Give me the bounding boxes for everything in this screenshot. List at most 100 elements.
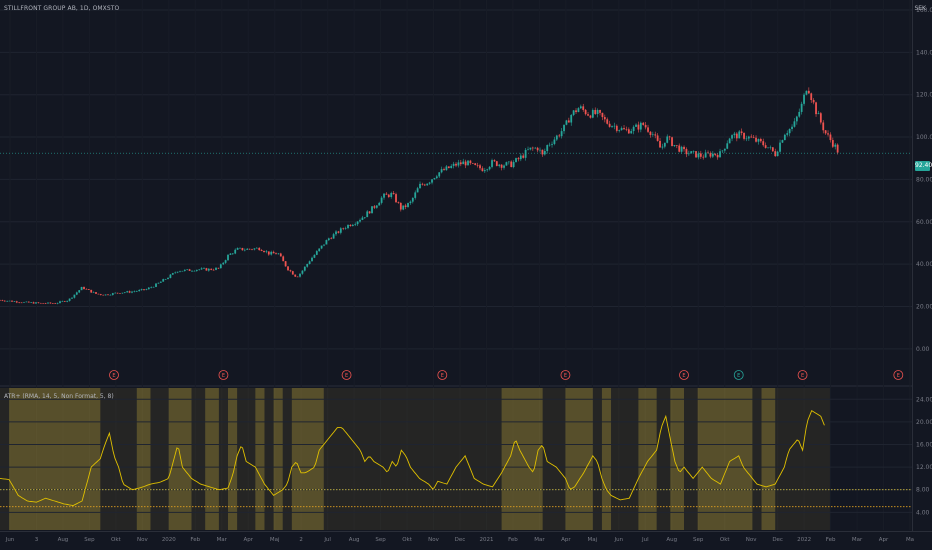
candle-body	[95, 292, 97, 294]
time-tick-label: Nov	[428, 537, 439, 543]
candle-body	[402, 205, 405, 210]
candle-body	[279, 253, 282, 257]
price-tick-label: 80.00	[916, 176, 932, 183]
candle-body	[486, 169, 489, 171]
candle-body	[193, 270, 196, 272]
earnings-marker	[341, 370, 352, 380]
candle-body	[531, 147, 534, 149]
candle-body	[507, 161, 510, 163]
candle-body	[342, 228, 345, 229]
candle-body	[140, 289, 143, 290]
indicator-title: ATR+ (RMA, 14, 5, Non Format, 5, 8)	[4, 393, 114, 400]
candle-body	[205, 268, 208, 271]
earnings-marker	[893, 370, 904, 380]
candle-body	[272, 251, 275, 254]
candle-body	[783, 134, 786, 141]
candle-body	[426, 183, 429, 186]
candle-body	[779, 142, 781, 152]
candle-body	[805, 90, 808, 95]
candle-body	[522, 155, 525, 158]
time-tick-label: Okt	[402, 537, 413, 543]
candle-body	[337, 231, 340, 233]
candle-body	[575, 110, 577, 113]
candle-body	[404, 205, 407, 207]
candle-body	[603, 117, 606, 120]
candle-body	[423, 184, 426, 186]
candle-body	[20, 302, 23, 304]
candle-body	[791, 126, 793, 130]
candle-body	[371, 206, 373, 214]
candle-body	[78, 290, 81, 293]
candle-body	[699, 153, 702, 157]
candle-body	[625, 129, 628, 130]
candle-body	[587, 114, 589, 116]
candle-body	[541, 149, 544, 155]
candle-body	[731, 135, 733, 139]
candle-body	[666, 136, 669, 143]
candle-body	[116, 292, 119, 294]
candle-body	[227, 254, 229, 261]
candle-body	[435, 176, 438, 179]
candle-body	[186, 269, 189, 270]
candle-body	[349, 224, 352, 226]
candle-body	[675, 145, 678, 146]
candle-body	[822, 122, 825, 131]
time-tick-label: Aug	[349, 537, 360, 543]
time-tick-label: Jun	[5, 537, 15, 543]
candle-body	[642, 122, 645, 125]
candle-body	[222, 262, 225, 265]
candle-body	[798, 111, 801, 117]
candle-body	[260, 250, 263, 251]
candle-body	[673, 145, 676, 146]
candle-body	[138, 289, 141, 292]
candle-body	[73, 294, 76, 298]
candle-body	[294, 274, 297, 277]
candle-body	[241, 247, 244, 251]
candle-body	[409, 201, 412, 204]
candle-body	[810, 93, 813, 101]
candle-body	[25, 301, 28, 303]
candle-body	[457, 162, 460, 166]
candle-body	[121, 292, 124, 294]
candle-body	[615, 125, 618, 131]
candle-body	[560, 131, 563, 137]
candle-body	[704, 152, 707, 158]
price-tick-label: 20.00	[916, 303, 932, 310]
candle-body	[303, 266, 306, 271]
earnings-marker-label: E	[345, 373, 348, 379]
candle-body	[831, 140, 834, 147]
candle-body	[464, 161, 467, 166]
candle-body	[395, 194, 397, 203]
candle-body	[829, 134, 832, 141]
candle-body	[308, 261, 311, 264]
candle-body	[786, 133, 789, 135]
candle-body	[373, 206, 376, 208]
candle-body	[647, 127, 649, 132]
candle-body	[524, 149, 527, 158]
time-tick-label: Ma	[906, 537, 914, 543]
candle-body	[109, 294, 112, 296]
candle-body	[8, 300, 11, 302]
candle-body	[47, 302, 49, 304]
candle-body	[284, 261, 287, 267]
volatility-zone	[205, 388, 219, 530]
candle-body	[577, 108, 580, 113]
candle-body	[788, 129, 791, 134]
price-tick-label: 0.00	[916, 346, 930, 353]
candle-body	[159, 281, 162, 283]
candle-body	[239, 247, 241, 249]
candle-body	[150, 287, 153, 288]
candle-body	[296, 276, 299, 278]
candle-body	[623, 128, 625, 130]
candle-body	[567, 120, 570, 123]
candle-body	[399, 202, 402, 210]
volatility-zone	[273, 388, 283, 530]
earnings-marker	[733, 370, 744, 380]
candle-body	[572, 110, 575, 115]
candle-body	[771, 147, 774, 152]
candle-body	[37, 302, 40, 303]
price-tick-label: 120.00	[916, 92, 932, 99]
candle-body	[289, 270, 292, 272]
candle-body	[659, 140, 661, 148]
